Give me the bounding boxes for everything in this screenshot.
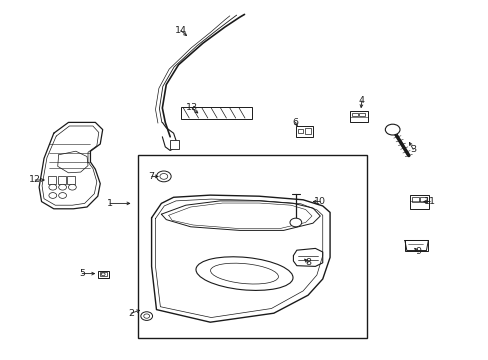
Bar [351,113,357,116]
Text: 5: 5 [79,269,85,278]
Ellipse shape [196,257,292,291]
Text: 9: 9 [414,247,420,256]
Text: 11: 11 [424,197,435,206]
Text: 13: 13 [186,104,198,112]
Bar [359,113,365,116]
Text: 12: 12 [29,175,41,184]
Text: 3: 3 [409,145,415,154]
Bar [138,155,366,338]
Bar [419,197,426,202]
Text: 6: 6 [292,118,298,127]
Bar [411,197,418,202]
Circle shape [101,273,105,276]
Bar [100,272,106,276]
Circle shape [156,171,171,182]
Bar [58,176,65,184]
Text: 1: 1 [107,199,113,208]
Circle shape [141,312,152,320]
Text: 10: 10 [314,197,325,206]
Circle shape [289,218,301,227]
Bar [170,140,179,149]
Circle shape [385,124,399,135]
Bar [67,176,75,184]
Bar [304,128,310,134]
Text: 4: 4 [358,96,364,105]
Text: 8: 8 [305,258,310,267]
Bar [295,126,312,137]
Bar [349,111,367,122]
Circle shape [49,184,57,190]
Circle shape [68,184,76,190]
Text: 7: 7 [148,172,154,181]
Text: 14: 14 [175,26,186,35]
Text: 2: 2 [128,309,134,318]
Circle shape [59,193,66,198]
Circle shape [143,314,149,318]
Circle shape [160,174,167,179]
Ellipse shape [210,263,278,284]
Bar [98,271,108,278]
Circle shape [59,184,66,190]
Bar [298,129,303,133]
Bar [48,176,56,184]
Circle shape [49,193,57,198]
Bar [181,107,251,119]
Bar [404,240,427,251]
Bar [409,195,428,209]
